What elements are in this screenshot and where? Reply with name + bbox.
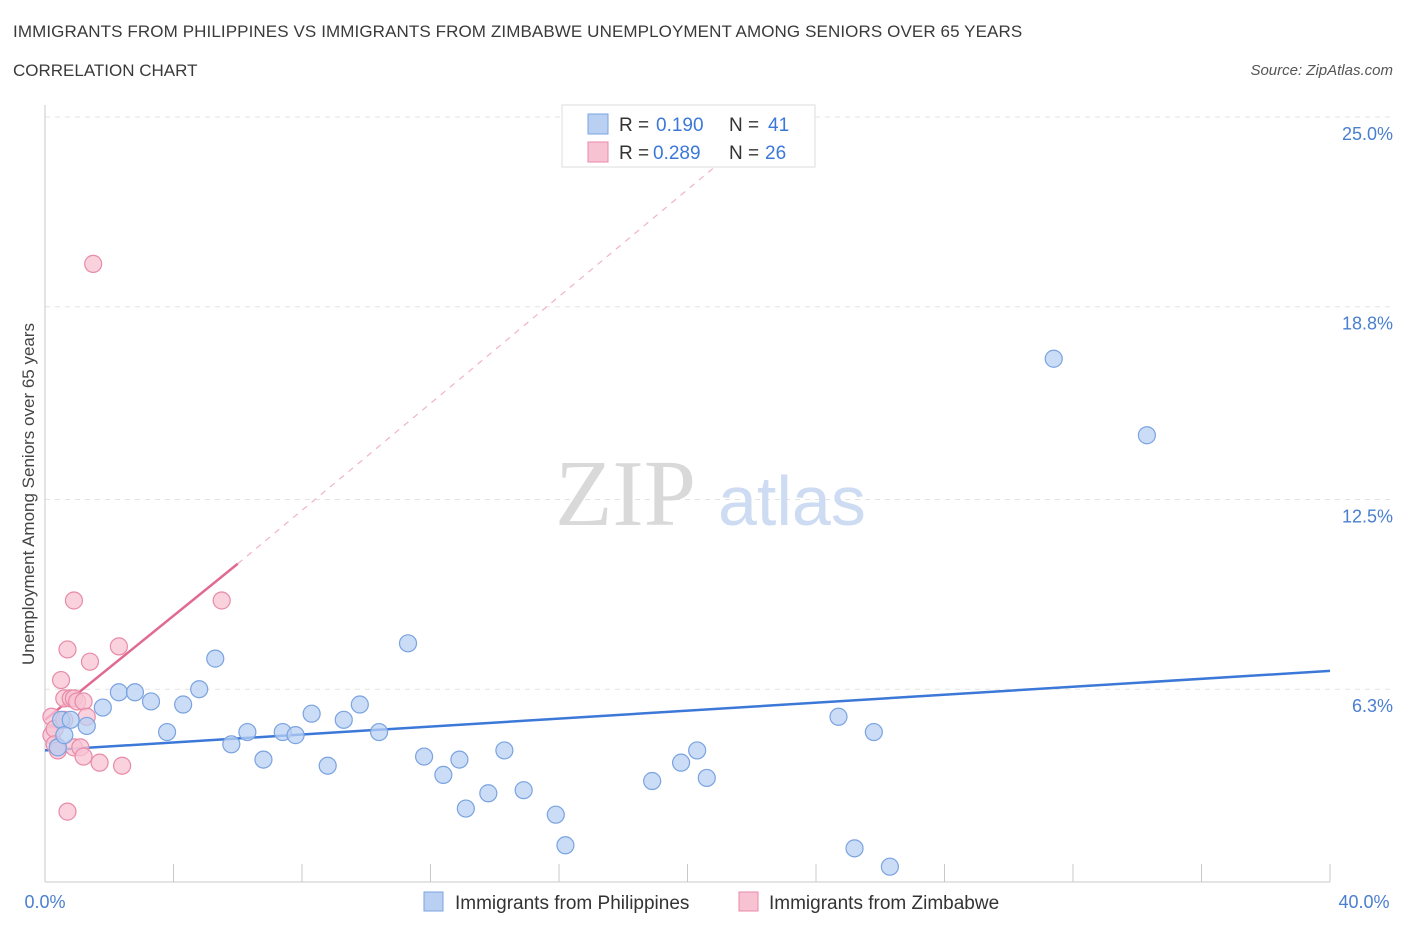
- philippines-point: [206, 649, 225, 668]
- zimbabwe-point: [74, 747, 93, 766]
- series-legend: Immigrants from Philippines Immigrants f…: [423, 891, 999, 914]
- y-tick-label: 12.5%: [1342, 507, 1393, 527]
- philippines-point: [334, 710, 353, 729]
- philippines-point: [556, 836, 575, 855]
- x-tick-label-min: 0.0%: [24, 892, 65, 912]
- philippines-point: [514, 781, 533, 800]
- x-axis-ticks: [173, 864, 1331, 882]
- zimbabwe-point: [84, 254, 103, 273]
- legend-n-value-zimbabwe: 26: [765, 143, 786, 164]
- gridlines: [45, 116, 1395, 690]
- philippines-point: [643, 771, 662, 791]
- bottom-legend-swatch-philippines: [423, 891, 444, 912]
- watermark: ZIP atlas: [555, 442, 866, 546]
- chart-title: IMMIGRANTS FROM PHILIPPINES VS IMMIGRANT…: [13, 22, 1023, 41]
- bottom-legend-label-zimbabwe: Immigrants from Zimbabwe: [769, 893, 999, 914]
- philippines-point: [302, 704, 321, 723]
- philippines-point: [450, 750, 469, 769]
- philippines-point: [1044, 349, 1063, 368]
- philippines-point: [479, 784, 498, 803]
- zimbabwe-point: [90, 753, 109, 772]
- philippines-point: [671, 753, 691, 772]
- legend-n-label-zimbabwe: N =: [729, 143, 759, 164]
- philippines-point: [93, 698, 112, 717]
- zimbabwe-point: [64, 591, 84, 610]
- philippines-point: [350, 695, 369, 714]
- philippines-trend-line: [44, 669, 1331, 752]
- y-axis-title: Unemployment Among Seniors over 65 years: [19, 323, 38, 665]
- philippines-point: [546, 805, 565, 824]
- philippines-point: [495, 741, 514, 760]
- watermark-atlas: atlas: [718, 462, 866, 540]
- legend-swatch-zimbabwe: [587, 141, 609, 163]
- philippines-point: [238, 722, 257, 742]
- philippines-points: [48, 349, 1156, 876]
- philippines-point: [1137, 426, 1156, 445]
- philippines-point: [370, 722, 389, 742]
- y-tick-label: 25.0%: [1342, 124, 1393, 144]
- zimbabwe-point: [58, 640, 77, 659]
- chart-subtitle: CORRELATION CHART: [13, 61, 198, 80]
- philippines-point: [109, 683, 128, 702]
- y-tick-label: 18.8%: [1342, 314, 1393, 334]
- legend-r-label-philippines: R =: [619, 115, 649, 136]
- philippines-point: [55, 726, 74, 745]
- philippines-point: [157, 722, 177, 742]
- zimbabwe-point: [58, 802, 77, 821]
- zimbabwe-point: [74, 692, 93, 711]
- philippines-point: [190, 680, 209, 699]
- philippines-point: [318, 756, 337, 775]
- y-tick-label: 6.3%: [1352, 696, 1393, 716]
- philippines-point: [77, 716, 96, 736]
- zimbabwe-point: [112, 756, 132, 775]
- zimbabwe-point: [109, 637, 128, 656]
- legend-n-value-philippines: 41: [768, 115, 789, 136]
- philippines-point: [61, 710, 80, 729]
- bottom-legend-label-philippines: Immigrants from Philippines: [455, 893, 689, 914]
- philippines-point: [456, 799, 475, 818]
- correlation-legend: R = 0.190 N = 41 R = 0.289 N = 26: [561, 104, 816, 168]
- bottom-legend-swatch-zimbabwe: [738, 891, 759, 912]
- y-tick-labels: 6.3% 12.5% 18.8% 25.0%: [1342, 124, 1393, 716]
- philippines-point: [141, 692, 161, 711]
- philippines-point: [174, 695, 193, 714]
- philippines-point: [414, 747, 434, 766]
- zimbabwe-point: [51, 670, 71, 690]
- philippines-point: [880, 857, 899, 876]
- philippines-point: [125, 683, 145, 702]
- philippines-point: [829, 707, 848, 726]
- philippines-point: [286, 726, 305, 745]
- legend-r-label-zimbabwe: R =: [619, 143, 649, 164]
- zimbabwe-trend-extension: [237, 162, 721, 565]
- source-credit: Source: ZipAtlas.com: [1250, 62, 1393, 79]
- philippines-point: [697, 768, 716, 788]
- philippines-point: [254, 750, 273, 769]
- legend-r-value-zimbabwe: 0.289: [653, 143, 701, 164]
- legend-r-value-philippines: 0.190: [656, 115, 704, 136]
- legend-swatch-philippines: [587, 113, 609, 135]
- philippines-point: [688, 741, 707, 760]
- philippines-point: [845, 839, 864, 858]
- philippines-point: [864, 722, 883, 742]
- philippines-point: [398, 634, 418, 653]
- zimbabwe-point: [212, 591, 231, 610]
- zimbabwe-point: [80, 652, 100, 671]
- x-tick-label-max: 40.0%: [1338, 892, 1389, 912]
- philippines-point: [434, 765, 453, 785]
- philippines-point: [222, 735, 241, 754]
- watermark-zip: ZIP: [555, 442, 696, 546]
- legend-n-label-philippines: N =: [729, 115, 759, 136]
